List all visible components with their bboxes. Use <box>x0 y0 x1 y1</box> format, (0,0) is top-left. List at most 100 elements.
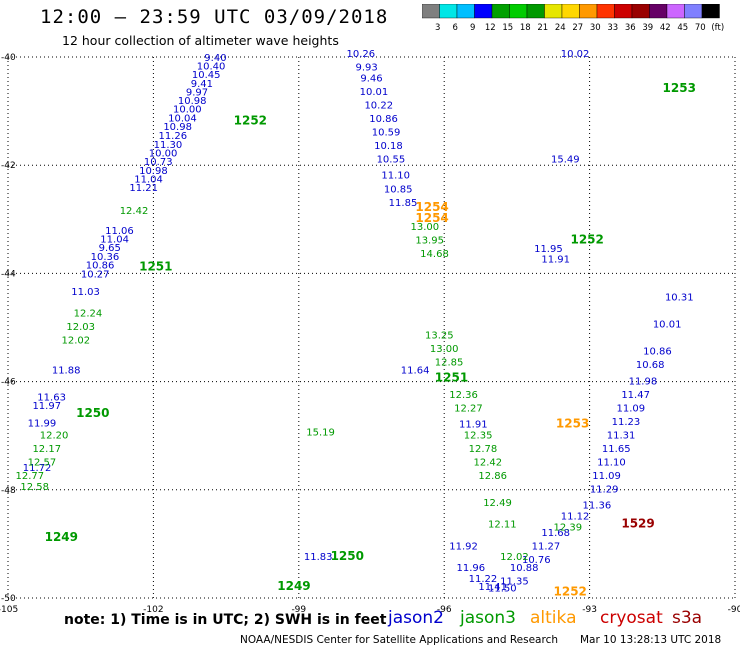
swh-value-label: 11.27 <box>532 541 561 552</box>
pass-number-label: 1251 <box>139 260 172 274</box>
x-tick-label: -90 <box>728 605 740 615</box>
swh-value-label: 12.36 <box>449 390 478 401</box>
colorbar-label: 6 <box>453 23 458 33</box>
swh-value-label: 11.03 <box>71 287 100 298</box>
swh-value-label: 10.01 <box>360 87 389 98</box>
x-tick-label: -105 <box>0 605 18 615</box>
swh-value-label: 10.86 <box>643 347 672 358</box>
swh-value-label: 11.47 <box>621 390 650 401</box>
swh-value-label: 11.12 <box>561 512 590 523</box>
swh-value-label: 9.46 <box>360 73 382 84</box>
swh-value-label: 12.57 <box>28 457 57 468</box>
swh-value-label: 10.02 <box>561 49 590 60</box>
swh-value-label: 11.36 <box>583 501 612 512</box>
swh-value-label: 11.31 <box>607 430 636 441</box>
swh-value-label: 11.50 <box>488 584 517 595</box>
x-tick-label: -93 <box>582 605 597 615</box>
swh-value-label: 12.77 <box>15 471 44 482</box>
colorbar-label: 42 <box>660 23 671 33</box>
swh-value-label: 10.01 <box>653 320 682 331</box>
pass-number-label: 1252 <box>554 584 587 598</box>
swh-value-label: 12.02 <box>62 336 91 347</box>
swh-value-label: 9.97 <box>186 87 208 98</box>
page-title: 12:00 – 23:59 UTC 03/09/2018 <box>40 6 389 28</box>
colorbar-label: 45 <box>677 23 688 33</box>
swh-value-label: 10.86 <box>86 261 115 272</box>
swh-value-label: 13.25 <box>425 330 454 341</box>
sat-label-cryosat: cryosat <box>600 608 663 628</box>
swh-value-label: 11.09 <box>592 471 621 482</box>
swh-value-label: 11.91 <box>459 420 488 431</box>
pass-number-label: 1252 <box>234 114 267 128</box>
sat-label-altika: altika <box>530 608 577 628</box>
swh-value-label: 10.55 <box>377 154 406 165</box>
x-tick-label: -102 <box>143 605 163 615</box>
swh-value-label: 12.11 <box>488 520 517 531</box>
swh-value-label: 12.85 <box>435 357 464 368</box>
swh-value-label: 11.06 <box>105 226 134 237</box>
swh-value-label: 10.40 <box>197 61 226 72</box>
swh-value-label: 11.41 <box>478 582 507 593</box>
swh-value-label: 12.42 <box>473 457 502 468</box>
swh-value-label: 11.95 <box>534 244 563 255</box>
pass-number-label: 1254 <box>415 200 448 214</box>
swh-value-label: 11.09 <box>616 403 645 414</box>
swh-value-label: 11.21 <box>129 183 158 194</box>
swh-value-label: 10.26 <box>347 49 376 60</box>
swh-value-label: 12.35 <box>464 430 493 441</box>
swh-value-label: 10.73 <box>144 157 173 168</box>
swh-value-label: 15.49 <box>551 154 580 165</box>
swh-value-label: 10.85 <box>384 184 413 195</box>
y-tick-label: -40 <box>1 53 16 63</box>
colorbar-label: 24 <box>555 23 566 33</box>
swh-value-label: 11.96 <box>457 563 486 574</box>
swh-value-label: 12.39 <box>553 522 582 533</box>
swh-value-label: 11.72 <box>23 463 52 474</box>
pass-number-label: 1254 <box>415 211 448 225</box>
swh-value-label: 10.59 <box>372 127 401 138</box>
y-tick-label: -50 <box>1 594 16 604</box>
swh-value-label: 10.98 <box>139 166 168 177</box>
colorbar-label: 36 <box>625 23 636 33</box>
swh-value-label: 10.18 <box>374 141 403 152</box>
y-tick-label: -48 <box>1 486 16 496</box>
colorbar-label: 12 <box>485 23 496 33</box>
swh-value-label: 10.88 <box>510 563 539 574</box>
swh-value-label: 11.10 <box>597 457 626 468</box>
swh-value-label: 10.45 <box>192 70 221 81</box>
colorbar-label: 30 <box>590 23 601 33</box>
swh-value-label: 9.93 <box>356 63 378 74</box>
swh-value-label: 11.92 <box>449 541 478 552</box>
swh-value-label: 10.36 <box>91 252 120 263</box>
swh-value-label: 14.68 <box>420 249 449 260</box>
swh-value-label: 11.85 <box>389 198 418 209</box>
swh-value-label: 10.00 <box>173 105 202 116</box>
swh-value-label: 11.30 <box>154 140 183 151</box>
colorbar-label: 39 <box>642 23 653 33</box>
pass-number-label: 1249 <box>45 530 78 544</box>
swh-value-label: 10.22 <box>364 100 393 111</box>
swh-value-label: 11.35 <box>500 576 529 587</box>
pass-number-label: 1250 <box>331 549 364 563</box>
swh-value-label: 12.24 <box>74 309 103 320</box>
swh-value-label: 13.00 <box>430 344 459 355</box>
swh-value-label: 10.86 <box>369 114 398 125</box>
swh-value-label: 10.68 <box>636 360 665 371</box>
swh-value-label: 13.95 <box>415 236 444 247</box>
swh-value-label: 12.02 <box>500 552 529 563</box>
swh-value-label: 11.83 <box>304 552 333 563</box>
swh-value-label: 11.22 <box>469 574 498 585</box>
swh-value-label: 11.63 <box>37 393 66 404</box>
swh-value-label: 10.98 <box>163 122 192 133</box>
colorbar-label: (ft) <box>711 23 724 33</box>
sat-label-jason2: jason2 <box>388 608 444 628</box>
y-tick-label: -42 <box>1 161 16 171</box>
swh-value-label: 12.27 <box>454 403 483 414</box>
y-tick-label: -44 <box>1 269 16 279</box>
colorbar-label: 21 <box>537 23 548 33</box>
swh-value-label: 12.78 <box>469 444 498 455</box>
swh-value-label: 15.19 <box>306 428 335 439</box>
colorbar-swatch <box>701 4 720 19</box>
